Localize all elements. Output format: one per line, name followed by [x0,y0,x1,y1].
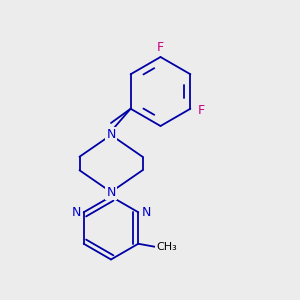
Text: N: N [71,206,81,219]
Text: N: N [106,185,116,199]
Text: N: N [106,128,116,142]
Text: F: F [157,41,164,54]
Text: F: F [198,104,205,117]
Text: CH₃: CH₃ [156,242,177,252]
Text: N: N [141,206,151,219]
